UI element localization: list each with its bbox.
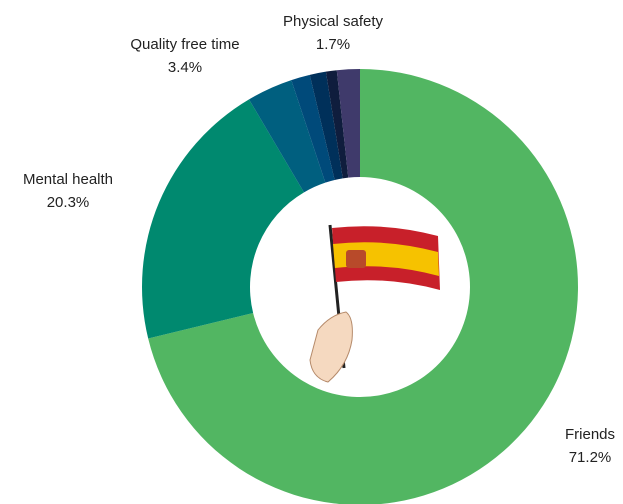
chart: Friends 71.2% Mental health 20.3% Quality fr… — [0, 0, 623, 504]
slice-label: Quality free time — [130, 36, 239, 53]
slice-value-label: 71.2% — [569, 449, 612, 466]
donut — [142, 69, 578, 504]
slice-value-label: 1.7% — [316, 36, 350, 53]
slice-label: Mental health — [23, 171, 113, 188]
slice-value-label: 3.4% — [168, 59, 202, 76]
slice-value-label: 20.3% — [47, 194, 90, 211]
flag-illustration — [310, 225, 440, 382]
slice-label: Physical safety — [283, 13, 384, 30]
slice-label: Friends — [565, 426, 615, 443]
